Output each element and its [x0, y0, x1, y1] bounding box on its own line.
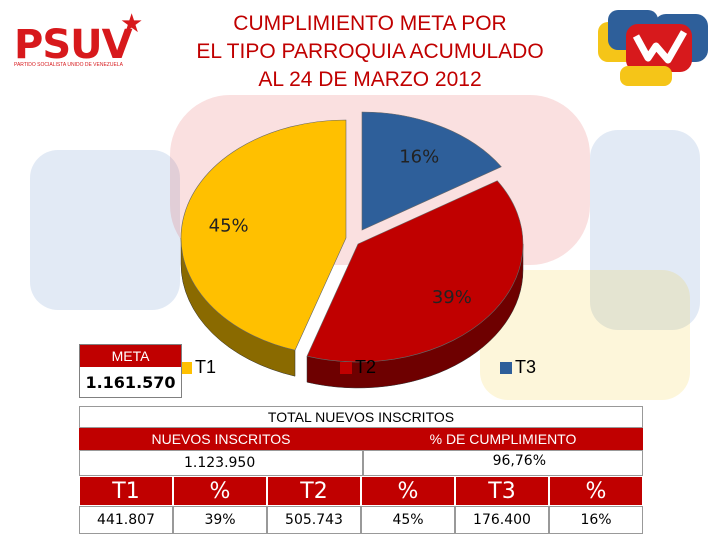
table-left-header: NUEVOS INSCRITOS [79, 428, 363, 450]
legend-swatch-t3 [500, 361, 512, 374]
meta-value: 1.161.570 [85, 373, 176, 392]
col-header-t1: T1 [79, 476, 173, 506]
table-cell-t3-value: 176.400 [455, 506, 549, 534]
table-cell-t2-value: 505.743 [267, 506, 361, 534]
legend-item-t3: T3 [500, 357, 536, 378]
data-label-t3: 16% [399, 147, 439, 168]
legend-label-t1: T1 [195, 357, 217, 377]
legend-label-t2: T2 [355, 357, 377, 377]
table-cell-t2-pct: 45% [361, 506, 455, 534]
table-cell-t1-value: 441.807 [79, 506, 173, 534]
title-line-2: EL TIPO PARROQUIA ACUMULADO [196, 40, 544, 63]
table-cell-t1-pct: 39% [173, 506, 267, 534]
meta-label: META [80, 345, 181, 367]
watermark-blue-bubble-right [590, 130, 700, 330]
col-header-pct-3: % [549, 476, 643, 506]
table-right-value: 96,76% [363, 450, 643, 476]
data-label-t1: 45% [209, 216, 249, 237]
table-right-header: % DE CUMPLIMIENTO [363, 428, 643, 450]
col-header-pct-2: % [361, 476, 455, 506]
title-line-3: AL 24 DE MARZO 2012 [258, 68, 482, 91]
legend-item-t1: T1 [180, 357, 216, 378]
legend-label-t3: T3 [515, 357, 537, 377]
data-label-t2: 39% [432, 287, 472, 308]
pie-slice-t3 [361, 111, 502, 231]
meta-box: META 1.161.570 [79, 344, 182, 398]
col-header-t2: T2 [267, 476, 361, 506]
logo-text: PSUV [14, 22, 133, 68]
pie-slice-t1 [180, 119, 347, 351]
watermark-blue-bubble [30, 150, 180, 310]
table-caption: TOTAL NUEVOS INSCRITOS [79, 406, 643, 428]
page-title: CUMPLIMIENTO META POR EL TIPO PARROQUIA … [150, 10, 590, 94]
legend-item-t2: T2 [340, 357, 376, 378]
table-left-value: 1.123.950 [79, 450, 363, 476]
col-header-pct-1: % [173, 476, 267, 506]
legend-swatch-t1 [180, 361, 192, 374]
chat-bubbles-logo-icon [598, 10, 708, 86]
pie-slice-t2 [306, 180, 524, 363]
legend-swatch-t2 [340, 361, 352, 374]
title-line-1: CUMPLIMIENTO META POR [233, 12, 507, 35]
col-header-t3: T3 [455, 476, 549, 506]
table-cell-t3-pct: 16% [549, 506, 643, 534]
logo-subtitle: PARTIDO SOCIALISTA UNIDO DE VENEZUELA [14, 62, 123, 68]
star-icon: ★ [120, 8, 144, 38]
summary-table: TOTAL NUEVOS INSCRITOS NUEVOS INSCRITOS … [79, 406, 643, 534]
psuv-logo: ★ PSUV PARTIDO SOCIALISTA UNIDO DE VENEZ… [10, 8, 160, 70]
